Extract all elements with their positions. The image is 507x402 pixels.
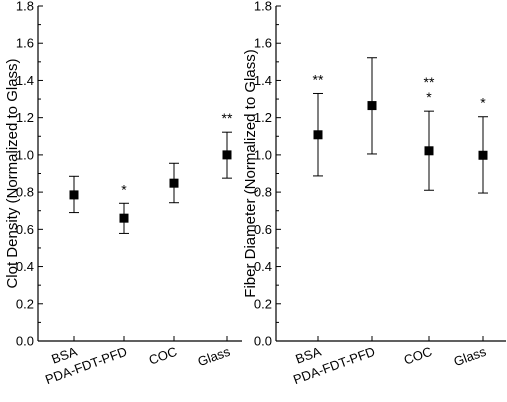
y-tick-label: 0.6 [16,222,34,237]
data-point [424,146,434,156]
y-tick-label: 0.2 [254,296,272,311]
y-tick-label: 1.8 [16,0,34,14]
x-tick-label: Glass [452,344,489,370]
x-tick-label: COC [402,344,434,368]
data-point [367,101,377,111]
fiber-diameter-chart: 0.0 0.2 0.4 0.6 0.8 1.0 1.2 1.4 1.6 1.8 Fiber Diam… [242,0,506,387]
y-tick-label: 0.6 [254,222,272,237]
x-tick-label: COC [147,344,179,368]
y-tick-label: 1.8 [254,0,272,14]
significance-marker: ** [424,74,435,90]
significance-marker: * [480,95,486,111]
y-tick-label: 1.2 [16,110,34,125]
y-tick-label: 0.0 [16,334,34,349]
significance-marker: * [426,89,432,105]
y-tick-label: 0.4 [254,259,272,274]
y-axis-title: Fiber Diameter (Normalized to Glass) [242,49,259,297]
y-tick-label: 1.6 [16,36,34,51]
y-tick-label: 1.6 [254,36,272,51]
data-point [69,190,79,200]
data-point [119,213,129,223]
y-tick-label: 1.0 [254,147,272,162]
significance-marker: * [121,181,127,197]
y-axis-title: Clot Density (Normalized to Glass) [4,58,21,288]
y-tick-label: 1.4 [16,73,34,88]
data-point [313,130,323,140]
y-tick-label: 0.4 [16,259,34,274]
y-tick-label: 1.4 [254,73,272,88]
data-point [478,150,488,160]
y-tick-label: 0.8 [16,185,34,200]
data-point [169,178,179,188]
data-point [222,150,232,160]
x-tick-label: Glass [196,344,233,370]
y-tick-label: 1.2 [254,110,272,125]
clot-density-chart: 0.0 0.2 0.4 0.6 0.8 1.0 1.2 1.4 1.6 1.8 Clot Densi… [4,0,242,387]
y-tick-label: 0.0 [254,334,272,349]
significance-marker: ** [222,110,233,126]
y-tick-label: 1.0 [16,147,34,162]
significance-marker: ** [313,71,324,87]
y-tick-label: 0.8 [254,185,272,200]
y-tick-label: 0.2 [16,296,34,311]
